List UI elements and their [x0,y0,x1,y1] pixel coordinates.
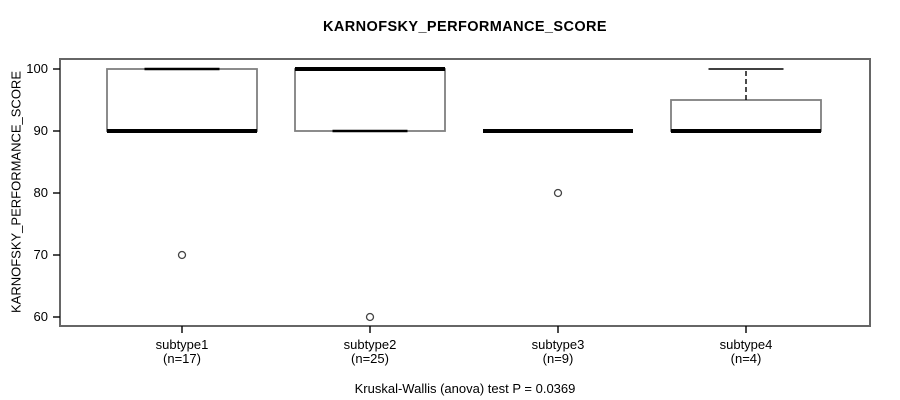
group-count: (n=9) [542,351,574,366]
outlier-subtype3-80 [553,188,563,198]
y-tick-label-80: 80 [33,185,48,200]
x-label-subtype4: subtype4 (n=4) [652,338,840,366]
y-tick-label-70: 70 [33,247,48,262]
x-label-subtype3: subtype3 (n=9) [464,338,652,366]
x-label-subtype1: subtype1 (n=17) [88,338,276,366]
x-label-subtype2: subtype2 (n=25) [276,338,464,366]
y-tick-label-100: 100 [26,61,48,76]
group-count: (n=4) [730,351,762,366]
box-subtype1 [106,68,258,132]
chart-title: KARNOFSKY_PERFORMANCE_SCORE [323,19,607,35]
y-tick-label-90: 90 [33,123,48,138]
group-count: (n=25) [351,351,389,366]
statistics-caption: Kruskal-Wallis (anova) test P = 0.0369 [354,381,576,396]
box-subtype4 [670,99,822,132]
group-name: subtype3 [531,337,585,352]
group-name: subtype4 [719,337,773,352]
outlier-subtype2-60 [365,312,375,322]
group-name: subtype2 [343,337,397,352]
box-subtype2 [294,68,446,132]
group-count: (n=17) [163,351,201,366]
outlier-subtype1-70 [177,250,187,260]
group-name: subtype1 [155,337,209,352]
y-tick-label-60: 60 [33,309,48,324]
